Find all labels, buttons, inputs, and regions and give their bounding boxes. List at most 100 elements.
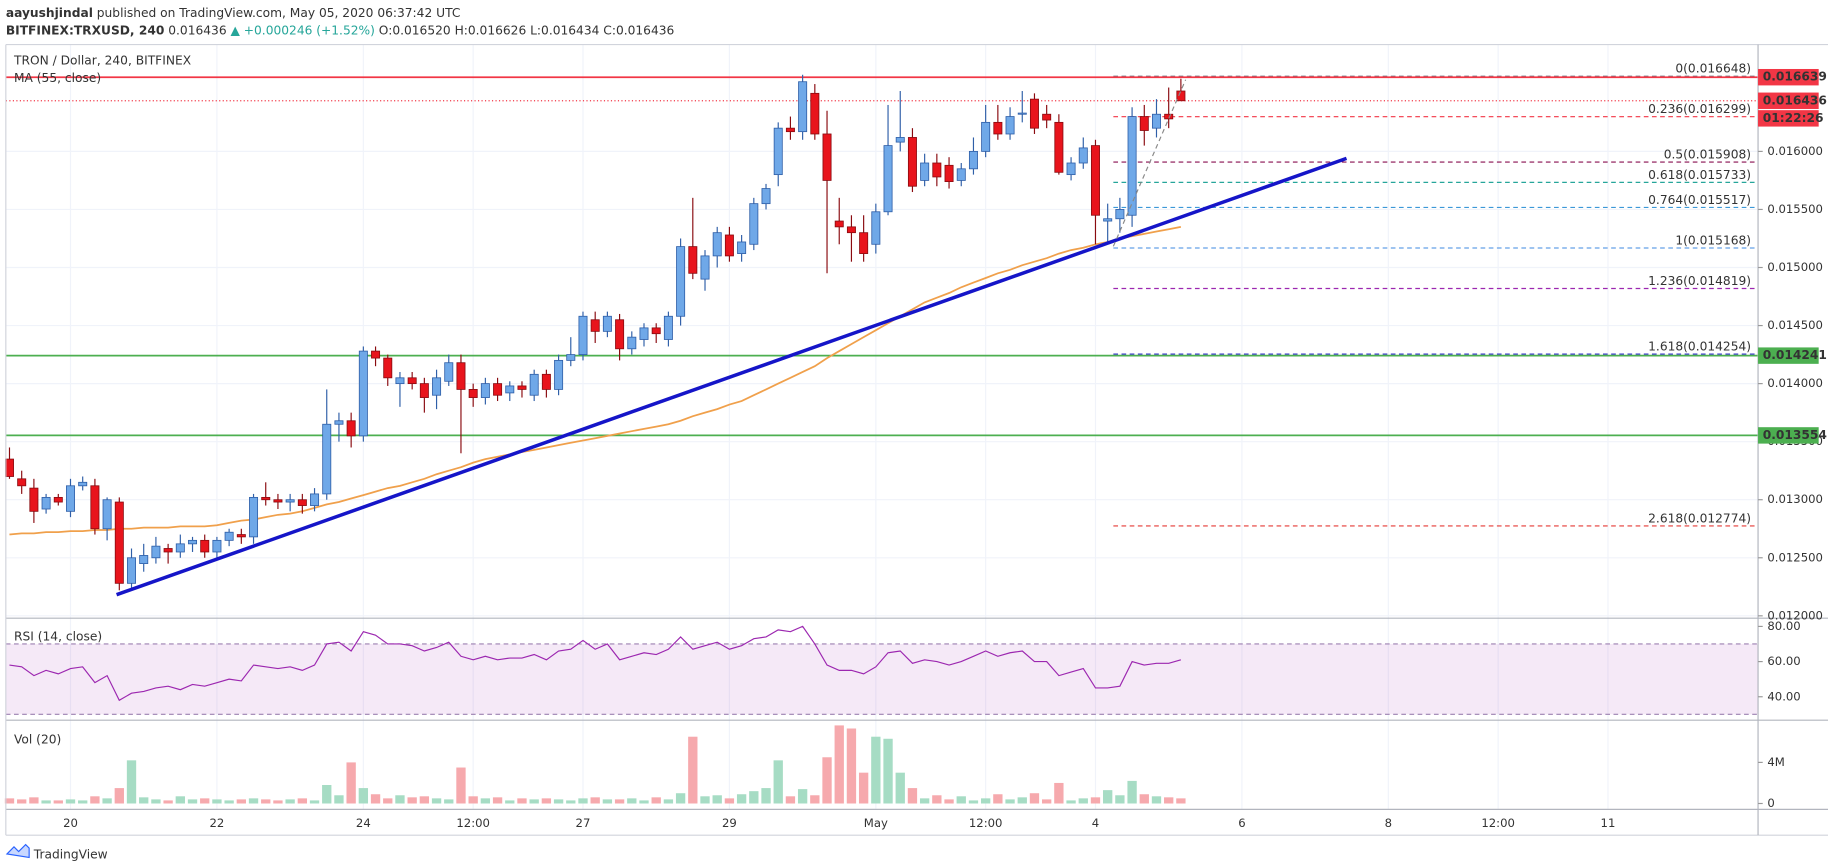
volume-bar: [187, 799, 198, 804]
volume-bar: [907, 788, 918, 804]
volume-bar: [810, 795, 820, 804]
rsi-line: [9, 625, 1182, 702]
fib-label: 0(0.016648): [1675, 62, 1751, 76]
brand-logo: [5, 843, 30, 859]
candle-body: [419, 383, 429, 398]
volume-bar: [78, 800, 88, 804]
volume-tick-label: 4M: [1767, 755, 1784, 769]
volume-bar: [517, 798, 527, 804]
candle-body: [517, 385, 527, 390]
price-tag: [1758, 92, 1819, 109]
candle-body: [932, 162, 942, 178]
volume-bar: [785, 796, 796, 804]
volume-bar: [17, 799, 27, 804]
volume-bar: [407, 797, 417, 804]
volume-tick-label: 0: [1767, 796, 1774, 810]
candle-body: [310, 493, 320, 506]
candle-body: [1005, 116, 1015, 135]
candle-body: [529, 373, 539, 396]
rsi-band: [5, 643, 1759, 715]
candle-body: [773, 127, 783, 176]
price: 0.016436: [168, 23, 227, 37]
candle-body: [944, 164, 954, 182]
published: published on TradingView.com, May 05, 20…: [97, 5, 461, 19]
candle-body: [639, 327, 649, 340]
candle-body: [224, 531, 234, 541]
volume-bar: [1103, 790, 1113, 804]
candle-body: [322, 423, 332, 495]
volume-bar: [309, 800, 320, 804]
candle-body: [41, 496, 51, 510]
candle-body: [17, 478, 27, 487]
rsi-tick-label: 40.00: [1767, 689, 1800, 703]
candle-body: [236, 534, 246, 538]
volume-bar: [273, 800, 283, 804]
candle-body: [724, 234, 734, 257]
candle-body: [1078, 147, 1088, 164]
candle-body: [468, 389, 478, 398]
candle-body: [810, 92, 820, 135]
volume-bar: [895, 772, 905, 804]
candle-body: [749, 203, 759, 245]
y-tick-label: 0.014500: [1767, 318, 1823, 332]
symbol-line: BITFINEX:TRXUSD, 240 0.016436 ▲ +0.00024…: [6, 23, 675, 37]
volume-bar: [1042, 799, 1052, 804]
candle-body: [480, 383, 490, 398]
volume-bar: [175, 796, 185, 804]
volume-bar: [773, 760, 783, 804]
candle-body: [346, 420, 356, 437]
candle-body: [871, 211, 881, 245]
candle-body: [566, 354, 576, 361]
candle-body: [590, 319, 600, 332]
fib-label: 1(0.015168): [1675, 233, 1751, 247]
candle-body: [432, 377, 442, 396]
x-tick-label: 29: [722, 816, 737, 830]
candle-body: [1176, 90, 1186, 102]
candle-body: [493, 383, 503, 396]
candle-body: [1115, 209, 1125, 220]
candle-body: [1029, 98, 1039, 129]
price-tag-label: 0.013554: [1763, 428, 1827, 442]
x-tick-label: 27: [576, 816, 591, 830]
volume-bar: [724, 798, 735, 804]
candle-body: [883, 145, 893, 213]
candle-body: [798, 81, 808, 133]
y-tick-label: 0.013000: [1767, 492, 1823, 506]
x-tick-label: 12:00: [456, 816, 490, 830]
volume-bar: [675, 793, 686, 804]
volume-bar: [139, 797, 149, 804]
volume-bar: [41, 800, 51, 804]
volume-bar: [700, 796, 710, 804]
y-tick-label: 0.015500: [1767, 202, 1823, 216]
candle-body: [785, 127, 795, 133]
candle-body: [358, 350, 368, 437]
volume-bar: [602, 799, 613, 804]
volume-bar: [114, 788, 124, 804]
volume-bar: [383, 798, 393, 804]
candle-body: [114, 501, 124, 584]
volume-legend: Vol (20): [14, 733, 61, 747]
volume-bar: [370, 794, 381, 804]
candle-body: [297, 499, 307, 506]
volume-bar: [4, 798, 15, 804]
volume-bar: [346, 762, 356, 804]
volume-bar: [932, 795, 942, 804]
volume-bar: [858, 772, 869, 804]
volume-bar: [1127, 780, 1137, 804]
x-tick-label: 11: [1601, 816, 1616, 830]
candle-body: [663, 315, 673, 340]
volume-bar: [761, 788, 771, 804]
candle-body: [188, 539, 198, 545]
candle-body: [578, 315, 588, 355]
fib-label: 0.5(0.015908): [1664, 148, 1751, 162]
candle-body: [700, 255, 710, 280]
volume-bar: [444, 799, 454, 804]
candle-body: [615, 319, 625, 350]
fib-label: 0.764(0.015517): [1648, 193, 1751, 207]
volume-bar: [993, 794, 1003, 804]
volume-bar: [200, 798, 210, 804]
candle-body: [1066, 162, 1076, 176]
volume-bar: [590, 797, 600, 804]
volume-bar: [663, 799, 674, 804]
candle-body: [1042, 113, 1052, 121]
